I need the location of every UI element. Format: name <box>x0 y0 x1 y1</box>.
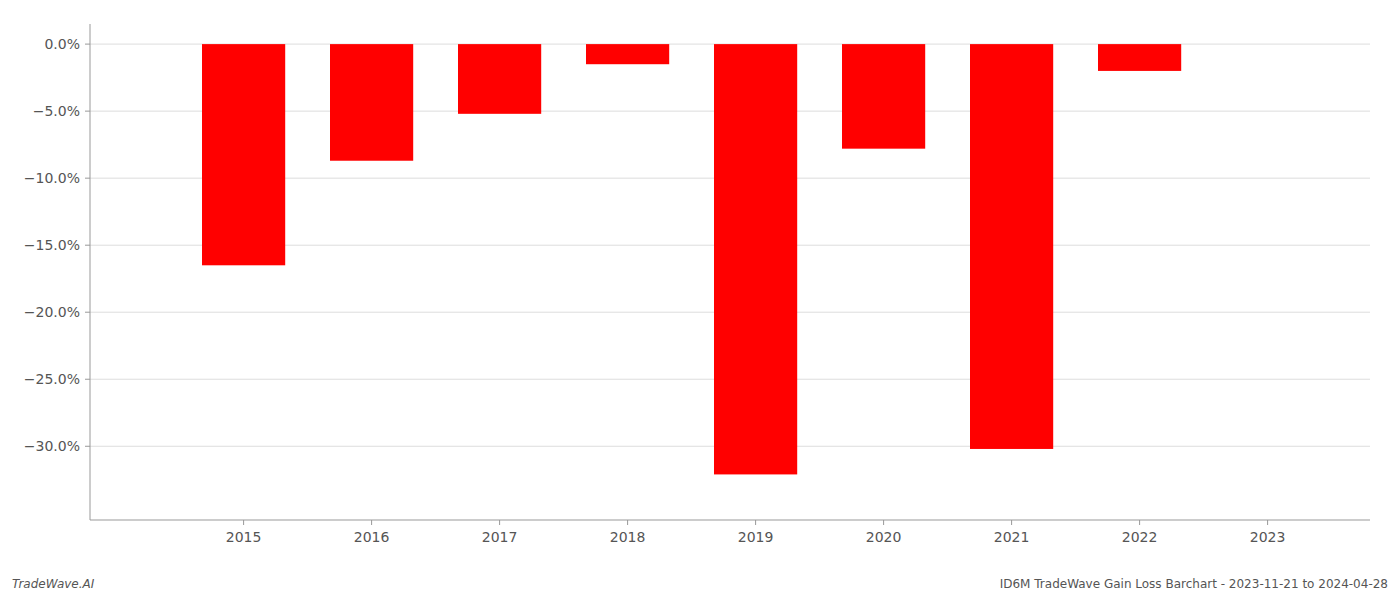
y-tick <box>85 178 90 179</box>
y-tick-label: −20.0% <box>24 304 80 320</box>
y-tick-label: −10.0% <box>24 170 80 186</box>
x-tick <box>1011 520 1012 525</box>
y-tick <box>85 111 90 112</box>
footer-annotation: TradeWave.AI <box>12 577 95 591</box>
bar <box>586 44 669 64</box>
chart-svg: 0.0% −5.0% −10.0% −15.0% −20.0% −25.0% −30.0% 2… <box>0 0 1400 600</box>
x-tick-label: 2021 <box>994 529 1030 545</box>
x-tick <box>1139 520 1140 525</box>
y-tick <box>85 446 90 447</box>
x-tick-label: 2020 <box>866 529 902 545</box>
y-tick <box>85 379 90 380</box>
x-tick-label: 2019 <box>738 529 774 545</box>
y-axis-ticks: 0.0% −5.0% −10.0% −15.0% −20.0% −25.0% −30.0% <box>24 36 90 454</box>
y-tick-label: −25.0% <box>24 371 80 387</box>
x-axis-ticks: 2015 2016 2017 2018 2019 2020 2021 2022 2023 <box>226 520 1286 545</box>
y-axis-line <box>90 24 91 520</box>
x-tick-label: 2015 <box>226 529 262 545</box>
bar <box>458 44 541 114</box>
bar <box>970 44 1053 449</box>
x-tick <box>755 520 756 525</box>
x-tick <box>1267 520 1268 525</box>
bar <box>1098 44 1181 71</box>
x-tick <box>371 520 372 525</box>
y-tick-label: −30.0% <box>24 438 80 454</box>
x-tick-label: 2017 <box>482 529 518 545</box>
x-tick <box>243 520 244 525</box>
chart-container: 0.0% −5.0% −10.0% −15.0% −20.0% −25.0% −30.0% 2… <box>0 0 1400 600</box>
x-tick <box>627 520 628 525</box>
x-tick-label: 2023 <box>1250 529 1286 545</box>
y-tick <box>85 44 90 45</box>
x-tick-label: 2018 <box>610 529 646 545</box>
x-tick-label: 2016 <box>354 529 390 545</box>
x-tick <box>883 520 884 525</box>
bar <box>714 44 797 474</box>
y-tick <box>85 312 90 313</box>
bar <box>202 44 285 265</box>
footer-annotation: ID6M TradeWave Gain Loss Barchart - 2023… <box>1000 577 1388 591</box>
x-axis-line <box>90 520 1370 521</box>
y-tick <box>85 245 90 246</box>
bars <box>202 44 1181 474</box>
y-tick-label: 0.0% <box>44 36 80 52</box>
x-tick <box>499 520 500 525</box>
x-tick-label: 2022 <box>1122 529 1158 545</box>
y-tick-label: −15.0% <box>24 237 80 253</box>
bar <box>842 44 925 149</box>
bar <box>330 44 413 161</box>
y-tick-label: −5.0% <box>33 103 80 119</box>
